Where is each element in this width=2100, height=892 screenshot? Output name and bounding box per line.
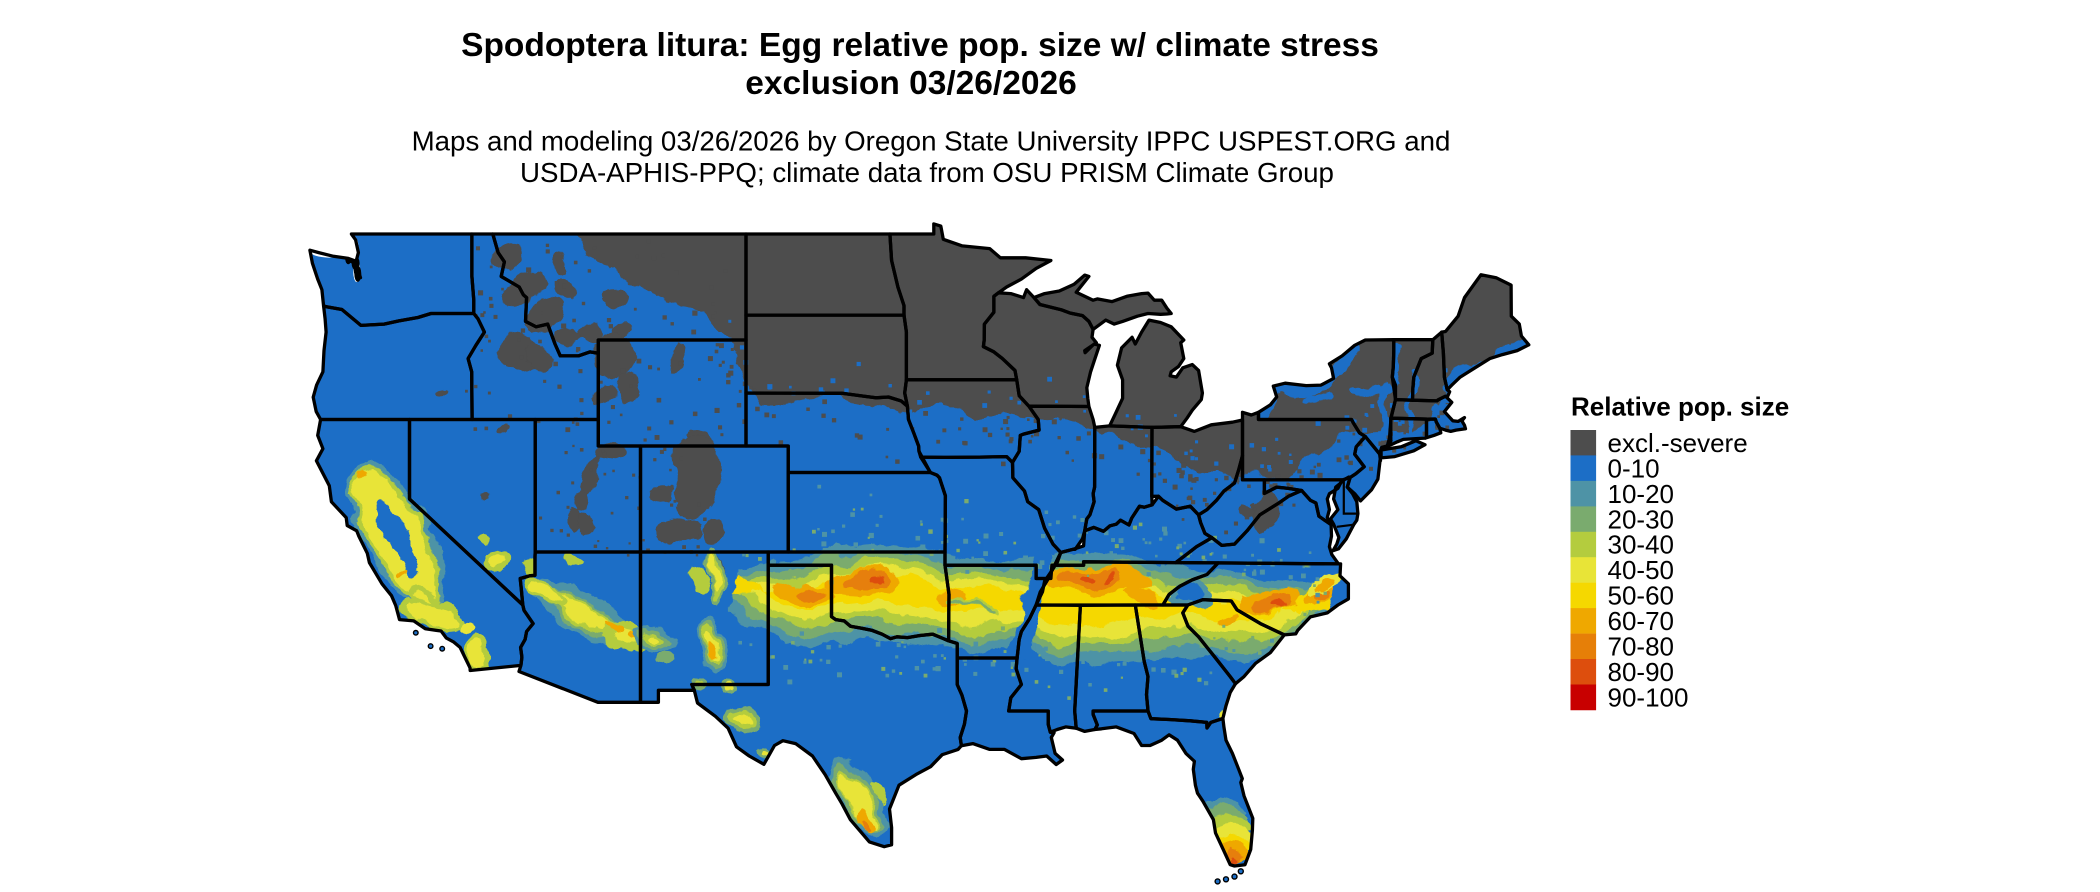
svg-text:10-20: 10-20 <box>1608 479 1675 509</box>
svg-text:exclusion 03/26/2026: exclusion 03/26/2026 <box>745 65 1077 102</box>
svg-text:40-50: 40-50 <box>1608 555 1675 585</box>
svg-text:50-60: 50-60 <box>1608 581 1675 611</box>
svg-text:0-10: 0-10 <box>1608 453 1660 483</box>
svg-text:70-80: 70-80 <box>1608 632 1675 662</box>
svg-text:Maps and modeling 03/26/2026 b: Maps and modeling 03/26/2026 by Oregon S… <box>412 125 1451 156</box>
svg-text:30-40: 30-40 <box>1608 530 1675 560</box>
svg-text:excl.-severe: excl.-severe <box>1608 428 1748 458</box>
svg-text:Spodoptera litura: Egg relativ: Spodoptera litura: Egg relative pop. siz… <box>461 27 1379 64</box>
svg-text:80-90: 80-90 <box>1608 657 1675 687</box>
svg-text:90-100: 90-100 <box>1608 682 1689 712</box>
svg-text:Relative pop. size: Relative pop. size <box>1571 392 1789 422</box>
svg-text:20-30: 20-30 <box>1608 504 1675 534</box>
svg-text:USDA-APHIS-PPQ; climate data f: USDA-APHIS-PPQ; climate data from OSU PR… <box>520 157 1334 188</box>
svg-text:60-70: 60-70 <box>1608 606 1675 636</box>
